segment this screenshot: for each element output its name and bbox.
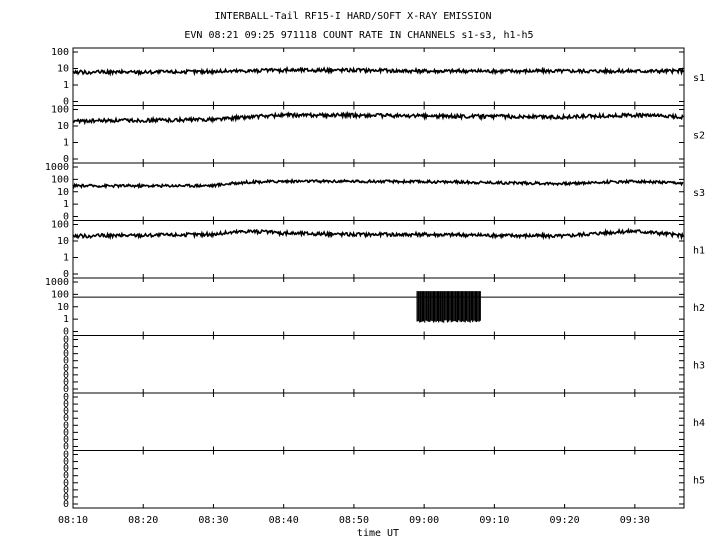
panels: 1001010s11001010s210001001010s31001010h1… [45,47,705,510]
panel-label-h5: h5 [693,475,705,486]
y-tick-label: 0 [63,413,69,424]
panel-label-h3: h3 [693,360,705,371]
panel-label-h2: h2 [693,303,705,314]
series-s2 [72,110,684,126]
y-tick-label: 0 [63,384,69,395]
y-tick-label: 10 [57,121,69,132]
panel-label-h4: h4 [693,418,705,429]
y-tick-label: 0 [63,363,69,374]
y-tick-label: 0 [63,327,69,338]
x-tick-label: 08:20 [128,515,158,526]
y-tick-label: 10 [57,187,69,198]
y-tick-label: 0 [63,212,69,223]
y-tick-label: 100 [51,174,69,185]
x-tick-label: 09:20 [550,515,580,526]
y-tick-label: 1000 [45,277,69,288]
y-tick-label: 10 [57,302,69,313]
x-axis: 08:10 08:20 08:30 08:40 08:50 09:00 09:10 09:20… [58,515,650,526]
series-h1 [72,227,684,241]
y-tick-label: 0 [63,97,69,108]
x-tick-label: 08:10 [58,515,88,526]
x-tick-label: 08:50 [339,515,369,526]
y-tick-label: 0 [63,154,69,165]
y-tick-label: 0 [63,464,69,475]
y-tick-label: 100 [51,105,69,116]
y-tick-label: 0 [63,485,69,496]
chart-title: INTERBALL-Tail RF15-I HARD/SOFT X-RAY EM… [215,11,492,22]
y-tick-label: 100 [51,289,69,300]
y-tick-label: 0 [63,269,69,280]
x-tick-label: 08:40 [269,515,299,526]
y-tick-label: 0 [63,349,69,360]
panel-label-s3: s3 [693,188,705,199]
y-tick-label: 0 [63,392,69,403]
series-s3 [72,177,684,190]
x-tick-label: 08:30 [198,515,228,526]
x-axis-label: time UT [357,528,399,539]
y-tick-label: 0 [63,335,69,346]
y-tick-label: 0 [63,406,69,417]
y-tick-label: 0 [63,434,69,445]
y-tick-label: 100 [51,220,69,231]
y-tick-label: 100 [51,47,69,58]
y-tick-label: 0 [63,377,69,388]
y-tick-label: 0 [63,492,69,503]
series-h2 [73,291,684,323]
y-tick-label: 0 [63,420,69,431]
y-tick-label: 0 [63,442,69,453]
y-tick-label: 0 [63,471,69,482]
chart-subtitle: EVN 08:21 09:25 971118 COUNT RATE IN CHA… [184,30,533,41]
panel-label-s2: s2 [693,130,705,141]
y-tick-label: 1 [63,199,69,210]
y-tick-label: 1000 [45,162,69,173]
y-tick-label: 0 [63,427,69,438]
y-tick-label: 0 [63,457,69,468]
x-tick-label: 09:30 [620,515,650,526]
x-tick-label: 09:00 [409,515,439,526]
series-line [72,110,684,126]
y-tick-label: 0 [63,370,69,381]
panel-frame [72,450,685,509]
y-tick-label: 0 [63,342,69,353]
y-tick-label: 1 [63,138,69,149]
y-tick-label: 10 [57,64,69,75]
y-tick-label: 1 [63,80,69,91]
series-line [72,65,684,77]
y-tick-label: 0 [63,499,69,510]
y-tick-label: 0 [63,356,69,367]
panel-label-s1: s1 [693,73,705,84]
y-tick-label: 1 [63,253,69,264]
panel-label-h1: h1 [693,245,705,256]
y-tick-label: 0 [63,478,69,489]
y-tick-label: 0 [63,450,69,461]
y-tick-label: 10 [57,236,69,247]
x-tick-label: 09:10 [479,515,509,526]
series-line [72,227,684,241]
y-tick-label: 0 [63,399,69,410]
series-s1 [72,65,684,77]
series-line [72,177,684,190]
burst-block [416,291,481,323]
y-tick-label: 1 [63,314,69,325]
